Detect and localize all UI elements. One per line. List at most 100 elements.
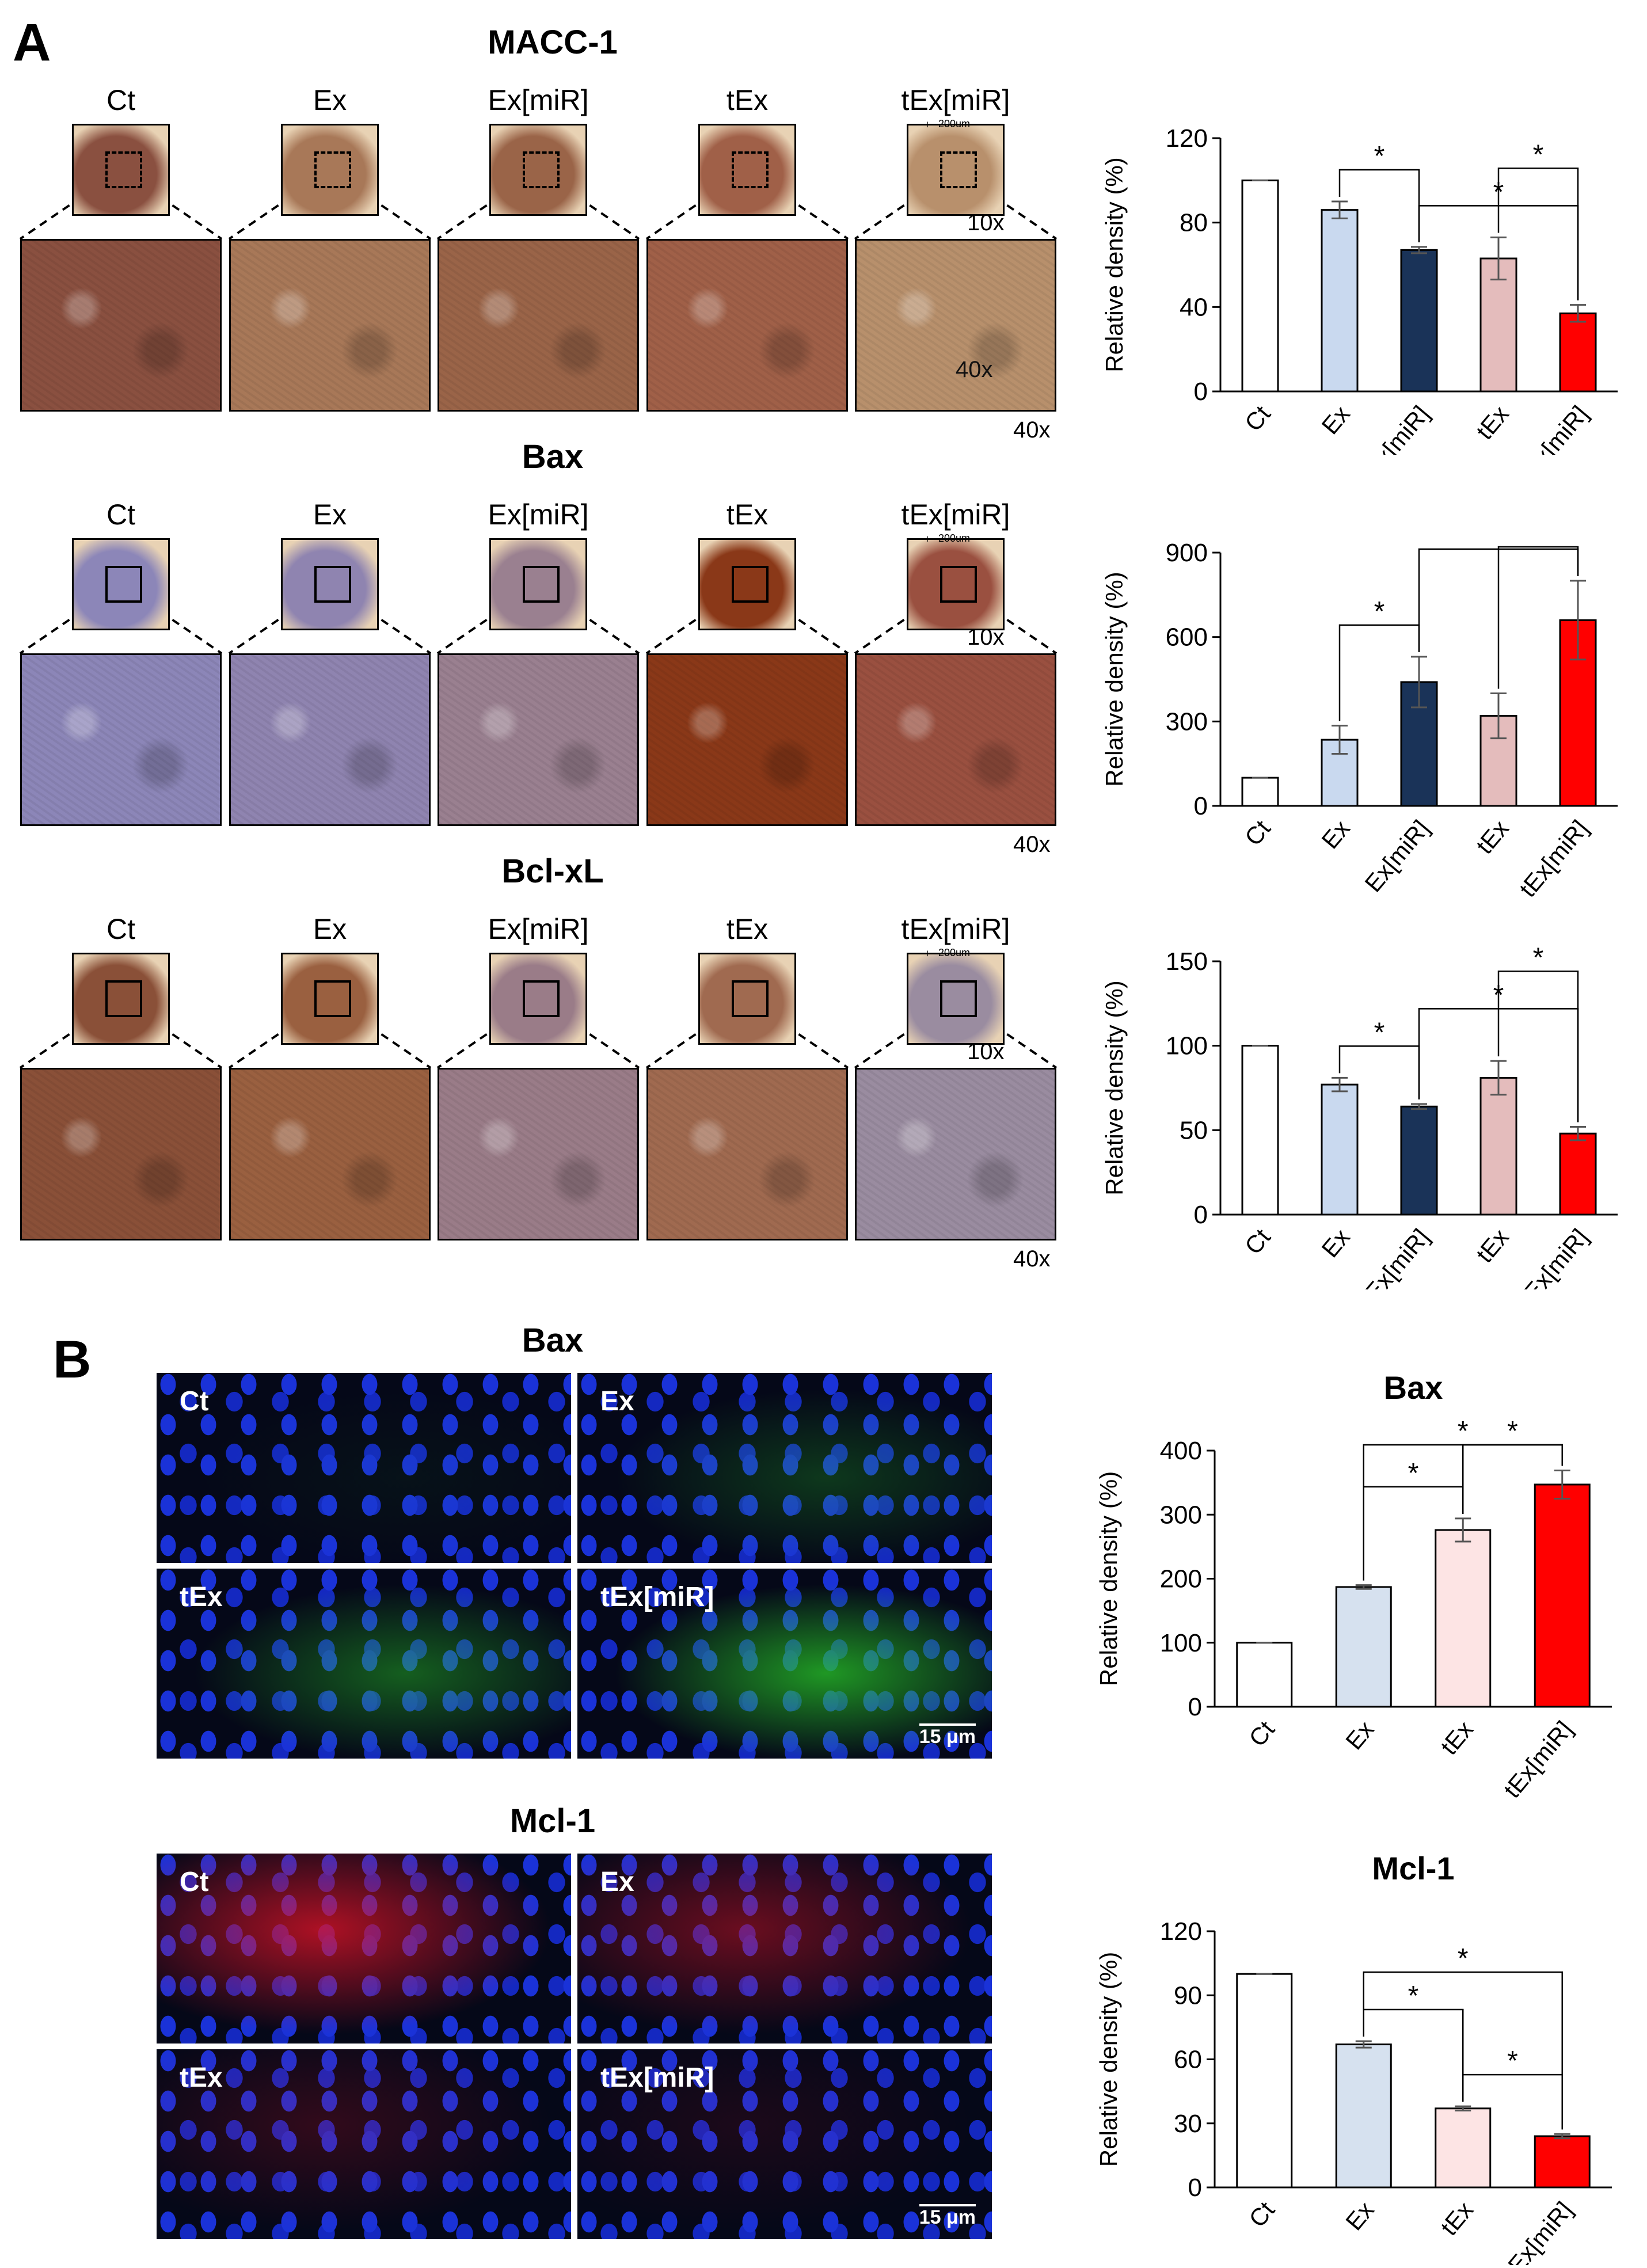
chart-title: Bax (1384, 1369, 1443, 1406)
y-tick-label: 0 (1194, 378, 1208, 406)
y-axis-label: Relative density (%) (1095, 1952, 1122, 2167)
high-mag-tissue-image (855, 653, 1056, 826)
scale-bar-label: ⟝ 200um (927, 947, 970, 958)
significance-star: * (1507, 1416, 1518, 1447)
x-tick-label: Ex (1316, 815, 1355, 854)
x-tick-label: tEx[miR] (1514, 1224, 1593, 1289)
zoom-region-box (732, 151, 769, 188)
bar (1321, 209, 1359, 393)
y-tick-label: 300 (1166, 707, 1208, 736)
zoom-region-box (523, 980, 560, 1017)
zoom-region-box (940, 980, 977, 1017)
fluorescence-group-label: tEx (180, 2062, 223, 2093)
y-tick-label: 100 (1160, 1629, 1202, 1657)
significance-bracket (1462, 2073, 1563, 2130)
significance-star: * (1533, 139, 1544, 170)
bar (1534, 2135, 1591, 2189)
low-mag-thumbnail (281, 124, 379, 216)
x-tick-label: Ex[miR] (1359, 1224, 1434, 1289)
significance-star: * (1458, 1416, 1469, 1447)
zoom-region-box (732, 980, 769, 1017)
x-tick-label: Ex (1340, 2197, 1379, 2236)
low-mag-thumbnail (907, 124, 1005, 216)
y-tick-label: 90 (1174, 1981, 1202, 2010)
bar (1241, 1045, 1279, 1216)
magnification-40x: 40x (1013, 1246, 1051, 1272)
group-label: tEx[miR] (901, 84, 1010, 116)
fluorescence-group-label: Ct (180, 1386, 209, 1417)
high-mag-tissue-image (646, 239, 848, 412)
group-label: tEx (726, 84, 769, 116)
fluorescence-group-label: Ex (600, 1867, 634, 1897)
group-label: Ex[miR] (488, 84, 589, 116)
bar (1435, 2107, 1492, 2189)
x-tick-label: Ex[miR] (1359, 815, 1434, 897)
zoom-region-box (314, 151, 351, 188)
significance-bracket (1497, 971, 1579, 1122)
fluorescence-group-label: Ct (180, 1867, 209, 1897)
y-axis-label: Relative density (%) (1101, 980, 1128, 1195)
high-mag-tissue-image (855, 239, 1056, 412)
y-tick-label: 50 (1180, 1116, 1208, 1144)
fluorescence-image: Ex (577, 1854, 992, 2044)
low-mag-thumbnail (698, 538, 796, 630)
x-tick-label: tEx (1435, 1716, 1478, 1760)
bax-if-density-chart: Bax 0 100 200 300 400 Relative density (%) Ct Ex… (1095, 1369, 1612, 1803)
significance-star: * (1533, 944, 1544, 973)
y-tick-label: 900 (1166, 539, 1208, 567)
x-tick-label: tEx[miR] (1514, 401, 1593, 455)
high-mag-tissue-image (438, 239, 639, 412)
fluorescence-image: tEx (157, 2049, 571, 2239)
x-tick-label: tEx (1471, 815, 1514, 859)
significance-star: * (1507, 2046, 1518, 2076)
high-mag-tissue-image (20, 653, 222, 826)
significance-bracket (1363, 1971, 1563, 2130)
zoom-region-box (314, 566, 351, 603)
group-label: tEx (726, 498, 769, 531)
bar (1236, 1973, 1293, 2189)
y-tick-label: 80 (1180, 209, 1208, 237)
group-label: Ex[miR] (488, 498, 589, 531)
x-tick-label: Ct (1239, 815, 1276, 851)
high-mag-tissue-image (646, 653, 848, 826)
group-label: Ex[miR] (488, 913, 589, 945)
zoom-region-box (523, 566, 560, 603)
magnification-40x: 40x (1013, 417, 1051, 443)
magnification-10x: 10x (967, 210, 1005, 235)
y-tick-label: 600 (1166, 623, 1208, 652)
bar (1236, 1642, 1293, 1708)
high-mag-tissue-image (438, 1068, 639, 1240)
low-mag-thumbnail (698, 124, 796, 216)
section-title: Bax (522, 438, 584, 475)
low-mag-thumbnail (281, 953, 379, 1045)
fluorescence-group-label: tEx (180, 1582, 223, 1612)
y-tick-label: 120 (1160, 1917, 1202, 1946)
high-mag-tissue-image (229, 653, 431, 826)
y-tick-label: 0 (1194, 792, 1208, 820)
fluorescence-image: tEx[miR] 15 μm (577, 2049, 992, 2239)
high-mag-tissue-image (20, 239, 222, 412)
bar (1400, 249, 1438, 393)
low-mag-thumbnail (489, 124, 587, 216)
fluorescence-group-label: tEx[miR] (600, 1582, 714, 1612)
panel-b-letter: B (53, 1330, 92, 1389)
group-label: Ex (313, 84, 347, 116)
y-tick-label: 40 (1180, 293, 1208, 321)
high-mag-tissue-image (229, 1068, 431, 1240)
significance-bracket (1497, 168, 1579, 300)
x-tick-label: tEx[miR] (1498, 2197, 1578, 2265)
y-tick-label: 120 (1166, 124, 1208, 153)
bax-ihc-density-chart: 0 300 600 900 Relative density (%) Ct Ex Ex[miR… (1101, 535, 1618, 898)
fluorescence-image: tEx (157, 1569, 571, 1759)
zoom-region-box (105, 980, 142, 1017)
bar (1479, 1076, 1517, 1216)
section-title: Bcl-xL (501, 853, 604, 890)
y-tick-label: 150 (1166, 947, 1208, 976)
fluorescence-image: Ex (577, 1373, 992, 1563)
x-tick-label: tEx (1471, 1224, 1514, 1268)
low-mag-thumbnail (72, 953, 170, 1045)
x-tick-label: Ex (1340, 1716, 1379, 1755)
bar (1559, 312, 1597, 393)
fluorescence-group-label: Ex (600, 1386, 634, 1417)
zoom-region-box (314, 980, 351, 1017)
